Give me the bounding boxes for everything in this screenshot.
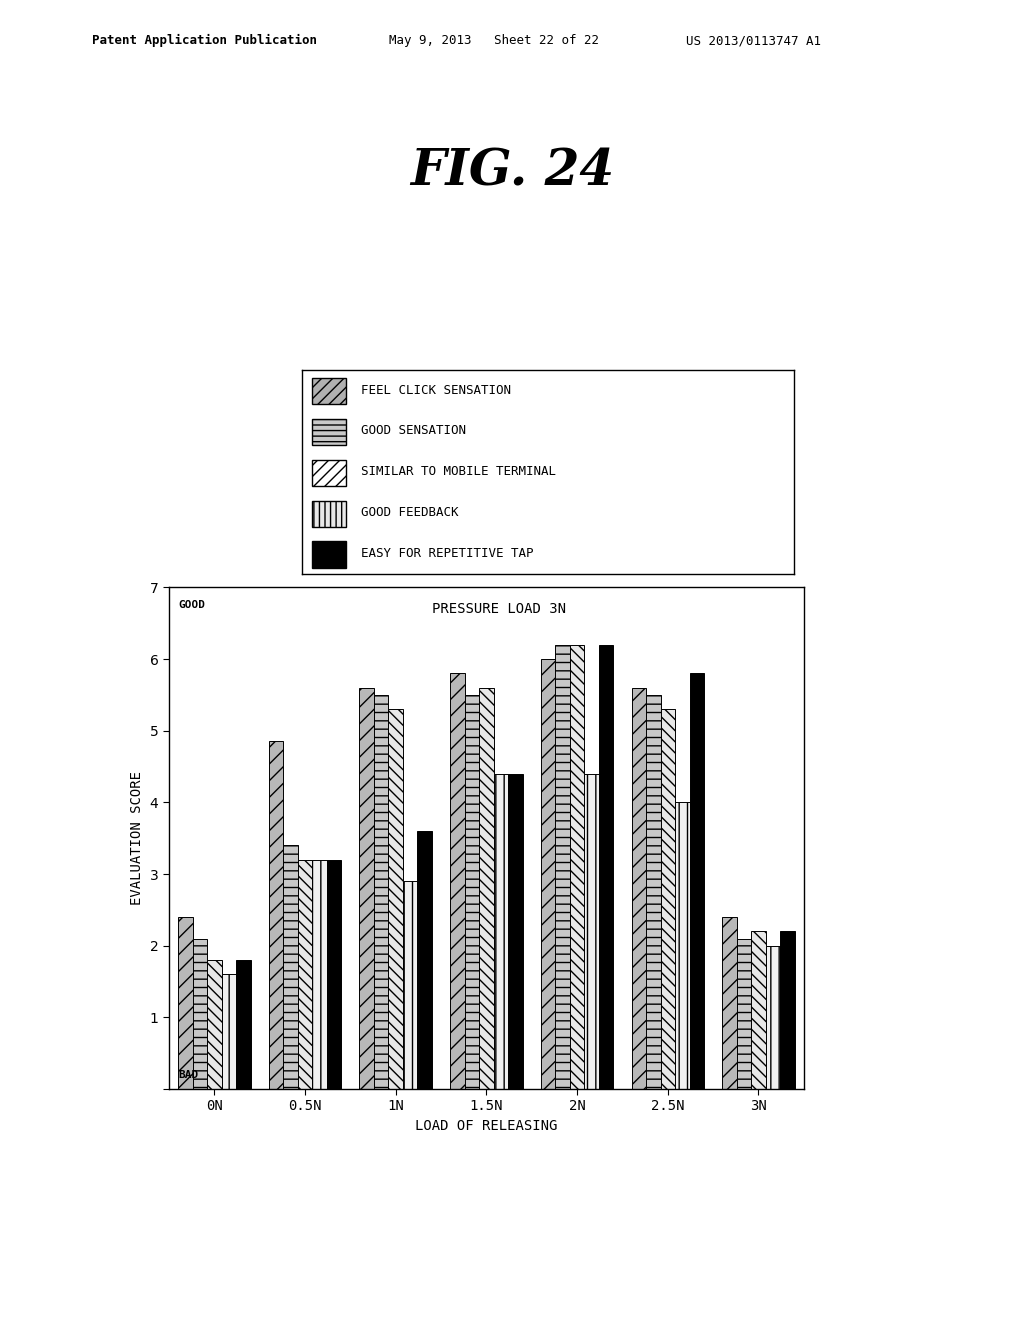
Bar	[736, 939, 752, 1089]
Bar	[479, 688, 494, 1089]
Text: Patent Application Publication: Patent Application Publication	[92, 34, 317, 48]
Text: US 2013/0113747 A1: US 2013/0113747 A1	[686, 34, 821, 48]
Bar	[193, 939, 207, 1089]
Bar	[312, 500, 346, 527]
Bar	[689, 673, 705, 1089]
Bar	[312, 418, 346, 445]
Bar	[221, 974, 237, 1089]
Bar	[660, 709, 675, 1089]
X-axis label: LOAD OF RELEASING: LOAD OF RELEASING	[415, 1119, 558, 1133]
Text: GOOD SENSATION: GOOD SENSATION	[361, 425, 466, 437]
Bar	[494, 774, 508, 1089]
Bar	[752, 932, 766, 1089]
Text: BAD: BAD	[178, 1071, 199, 1080]
Bar	[418, 832, 432, 1089]
Bar	[327, 859, 341, 1089]
Bar	[541, 659, 555, 1089]
Bar	[359, 688, 374, 1089]
Text: PRESSURE LOAD 3N: PRESSURE LOAD 3N	[432, 602, 566, 616]
Bar	[555, 644, 569, 1089]
Text: GOOD FEEDBACK: GOOD FEEDBACK	[361, 507, 459, 519]
Bar	[178, 917, 193, 1089]
Text: May 9, 2013   Sheet 22 of 22: May 9, 2013 Sheet 22 of 22	[389, 34, 599, 48]
Bar	[312, 459, 346, 486]
Bar	[268, 742, 284, 1089]
Bar	[585, 774, 599, 1089]
Bar	[312, 541, 346, 568]
Bar	[508, 774, 522, 1089]
Bar	[599, 644, 613, 1089]
Bar	[284, 845, 298, 1089]
Bar	[675, 803, 689, 1089]
Bar	[374, 694, 388, 1089]
Text: GOOD: GOOD	[178, 601, 206, 610]
Bar	[569, 644, 585, 1089]
Bar	[403, 882, 418, 1089]
Bar	[388, 709, 403, 1089]
Bar	[237, 960, 251, 1089]
Bar	[780, 932, 795, 1089]
Bar	[632, 688, 646, 1089]
Y-axis label: EVALUATION SCORE: EVALUATION SCORE	[130, 771, 144, 906]
Bar	[312, 378, 346, 404]
Bar	[465, 694, 479, 1089]
Text: FEEL CLICK SENSATION: FEEL CLICK SENSATION	[361, 384, 511, 396]
Bar	[722, 917, 736, 1089]
Bar	[451, 673, 465, 1089]
Bar	[646, 694, 660, 1089]
Text: FIG. 24: FIG. 24	[410, 147, 614, 197]
Bar	[312, 859, 327, 1089]
Text: EASY FOR REPETITIVE TAP: EASY FOR REPETITIVE TAP	[361, 548, 534, 560]
Text: SIMILAR TO MOBILE TERMINAL: SIMILAR TO MOBILE TERMINAL	[361, 466, 556, 478]
Bar	[298, 859, 312, 1089]
Bar	[207, 960, 221, 1089]
Bar	[766, 945, 780, 1089]
